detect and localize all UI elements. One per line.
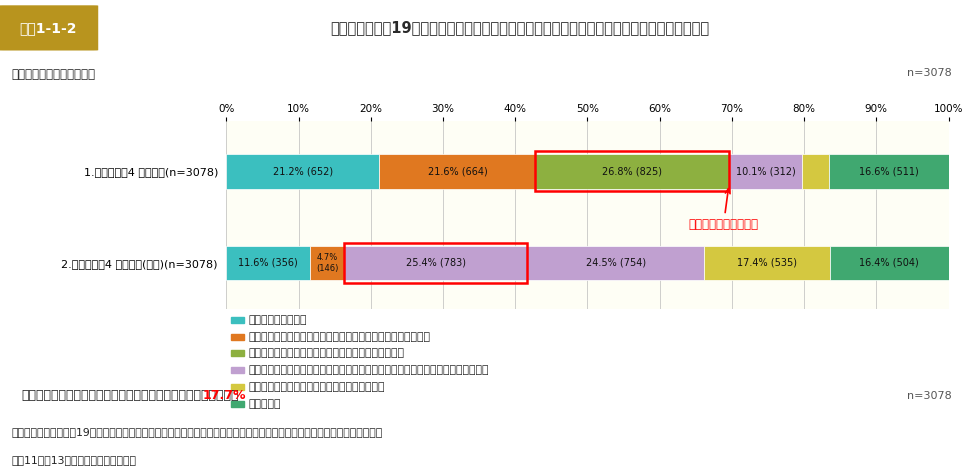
Bar [528,245,705,280]
Text: すでに災害が発生しており命を守る行動をとる: すでに災害が発生しており命を守る行動をとる [248,382,385,392]
Text: 11日～13日調査）より内閣府作成: 11日～13日調査）より内閣府作成 [12,455,137,465]
Bar [231,350,245,357]
Bar [226,245,310,280]
Bar [344,245,528,280]
Bar [231,367,245,373]
Text: 10.1% (312): 10.1% (312) [736,166,795,176]
Bar [231,333,245,340]
Text: 正しい回答４人に１人: 正しい回答４人に１人 [689,189,759,231]
Text: 避難勧告及び避難指示（緊急）の両方を正しく認識していたのは: 避難勧告及び避難指示（緊急）の両方を正しく認識していたのは [21,389,239,402]
Bar [535,154,729,189]
Bar [231,316,245,323]
Text: 避難を開始すべきタイミングを過ぎており身の安全に配慮しつつ速やかに避難する: 避難を開始すべきタイミングを過ぎており身の安全に配慮しつつ速やかに避難する [248,365,489,375]
Bar [729,154,802,189]
Bar [379,154,535,189]
Text: まだ避難を開始すべきタイミングではないが自主的に避難する: まだ避難を開始すべきタイミングではないが自主的に避難する [248,332,430,342]
Text: 21.6% (664): 21.6% (664) [428,166,487,176]
Text: 出典：令和元年台風第19号等による災害からの避難に関するワーキンググループ「住民向けアンケート結果」（令和２年１月: 出典：令和元年台風第19号等による災害からの避難に関するワーキンググループ「住民… [12,427,383,437]
Text: 21.2% (652): 21.2% (652) [273,166,333,176]
Bar [535,151,729,192]
Text: 17.7%: 17.7% [203,389,247,402]
Text: 16.4% (504): 16.4% (504) [859,258,920,268]
Text: 25.4% (783): 25.4% (783) [405,258,466,268]
Bar [231,401,245,407]
Bar [344,243,528,283]
Bar [705,245,830,280]
Text: 26.8% (825): 26.8% (825) [602,166,663,176]
Bar [802,154,828,189]
Bar [828,154,949,189]
FancyBboxPatch shape [0,5,98,51]
Bar [226,154,379,189]
Text: 令和元年台風第19号等により人的被害が生じた市町村住民における警戒レベル４に関する認識: 令和元年台風第19号等により人的被害が生じた市町村住民における警戒レベル４に関す… [330,20,710,35]
Text: 避難の準備を始める: 避難の準備を始める [248,315,307,324]
Bar [830,245,949,280]
Text: n=3078: n=3078 [907,391,951,401]
Text: n=3078: n=3078 [907,69,951,79]
Text: 11.6% (356): 11.6% (356) [238,258,299,268]
Bar [310,245,344,280]
Text: 避難を開始すべきタイミングであり速やかに避難する: 避難を開始すべきタイミングであり速やかに避難する [248,349,404,359]
Bar [231,384,245,390]
Text: 4.7%
(146): 4.7% (146) [316,253,338,272]
Text: わからない: わからない [248,399,281,409]
Text: 図表1-1-2: 図表1-1-2 [19,21,77,35]
Text: 16.6% (511): 16.6% (511) [859,166,919,176]
Text: 市町村が求める行動は何か: 市町村が求める行動は何か [12,69,95,81]
Text: 24.5% (754): 24.5% (754) [586,258,646,268]
Text: 17.4% (535): 17.4% (535) [738,258,797,268]
